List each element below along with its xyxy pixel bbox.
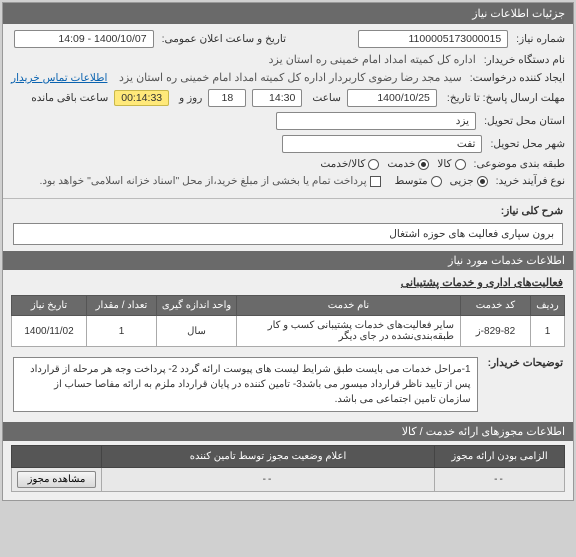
th-qty: تعداد / مقدار xyxy=(87,296,157,316)
days-value: 18 xyxy=(208,89,246,107)
radio-service-label: خدمت xyxy=(387,158,415,170)
process-label: نوع فرآیند خرید: xyxy=(492,175,565,187)
auth-table: الزامی بودن ارائه مجوز اعلام وضعیت مجوز … xyxy=(11,445,565,492)
radio-goods-label: کالا xyxy=(437,158,451,170)
buyer-org-label: نام دستگاه خریدار: xyxy=(480,54,565,66)
deadline-time: 14:30 xyxy=(252,89,302,107)
buyer-notes: 1-مراحل خدمات می بایست طبق شرایط لیست ها… xyxy=(13,357,478,412)
radio-mid[interactable]: متوسط xyxy=(395,175,442,187)
radio-mid-label: متوسط xyxy=(395,175,428,187)
radio-goods[interactable]: کالا xyxy=(437,158,465,170)
auth-th-required: الزامی بودن ارائه مجوز xyxy=(435,446,565,468)
deadline-label: مهلت ارسال پاسخ: تا تاریخ: xyxy=(443,92,565,104)
auth-action-cell: مشاهده مجوز xyxy=(12,468,102,492)
radio-both[interactable]: کالا/خدمت xyxy=(320,158,379,170)
view-permit-button[interactable]: مشاهده مجوز xyxy=(17,471,97,488)
city-label: شهر محل تحویل: xyxy=(486,138,565,150)
cell-unit: سال xyxy=(157,316,237,347)
need-no-value: 1100005173000015 xyxy=(358,30,508,48)
cell-code: 829-82-ز xyxy=(461,316,531,347)
countdown: 00:14:33 xyxy=(114,90,169,106)
city-value: تفت xyxy=(282,135,482,153)
form-area: شماره نیاز: 1100005173000015 تاریخ و ساع… xyxy=(3,24,573,198)
province-label: استان محل تحویل: xyxy=(480,115,565,127)
radio-micro-label: جزیی xyxy=(450,175,474,187)
th-row: ردیف xyxy=(531,296,565,316)
info-panel: جزئیات اطلاعات نیاز شماره نیاز: 11000051… xyxy=(2,2,574,501)
days-label: روز و xyxy=(175,92,202,104)
overview-label: شرح کلی نیاز: xyxy=(497,205,563,217)
panel-title: جزئیات اطلاعات نیاز xyxy=(3,3,573,24)
subject-cat-label: طبقه بندی موضوعی: xyxy=(470,158,565,170)
treasury-check[interactable]: پرداخت تمام یا بخشی از مبلغ خرید،از محل … xyxy=(39,175,380,187)
auth-row: -- -- مشاهده مجوز xyxy=(12,468,565,492)
process-group: جزیی متوسط xyxy=(395,175,488,187)
buyer-notes-label: توضیحات خریدار: xyxy=(484,357,563,369)
radio-both-label: کالا/خدمت xyxy=(320,158,365,170)
buyer-org-value: اداره کل کمیته امداد امام خمینی ره استان… xyxy=(269,53,476,66)
auth-th-status: اعلام وضعیت مجوز توسط تامین کننده xyxy=(102,446,435,468)
time-label-1: ساعت xyxy=(308,92,341,104)
th-date: تاریخ نیاز xyxy=(12,296,87,316)
cell-qty: 1 xyxy=(87,316,157,347)
table-row: 1 829-82-ز سایر فعالیت‌های خدمات پشتیبان… xyxy=(12,316,565,347)
services-sub: فعالیت‌های اداری و خدمات پشتیبانی xyxy=(3,270,573,291)
th-code: کد خدمت xyxy=(461,296,531,316)
cell-row: 1 xyxy=(531,316,565,347)
radio-micro[interactable]: جزیی xyxy=(450,175,488,187)
auth-th-empty xyxy=(12,446,102,468)
services-title: اطلاعات خدمات مورد نیاز xyxy=(3,251,573,270)
cell-date: 1400/11/02 xyxy=(12,316,87,347)
contact-link[interactable]: اطلاعات تماس خریدار xyxy=(11,72,107,84)
th-name: نام خدمت xyxy=(237,296,461,316)
announce-label: تاریخ و ساعت اعلان عمومی: xyxy=(158,33,286,45)
announce-value: 1400/10/07 - 14:09 xyxy=(14,30,154,48)
creator-value: سید مجد رضا رضوی کاربردار اداره کل کمیته… xyxy=(119,71,462,84)
remaining-label: ساعت باقی مانده xyxy=(27,92,108,104)
treasury-note: پرداخت تمام یا بخشی از مبلغ خرید،از محل … xyxy=(39,175,366,187)
auth-status: -- xyxy=(102,468,435,492)
need-no-label: شماره نیاز: xyxy=(512,33,565,45)
deadline-date: 1400/10/25 xyxy=(347,89,437,107)
services-table: ردیف کد خدمت نام خدمت واحد اندازه گیری ت… xyxy=(11,295,565,347)
auth-required: -- xyxy=(435,468,565,492)
auth-title: اطلاعات مجوزهای ارائه خدمت / کالا xyxy=(3,422,573,441)
th-unit: واحد اندازه گیری xyxy=(157,296,237,316)
radio-service[interactable]: خدمت xyxy=(387,158,429,170)
subject-cat-group: کالا خدمت کالا/خدمت xyxy=(320,158,465,170)
province-value: یزد xyxy=(276,112,476,130)
overview-box: برون سپاری فعالیت های حوزه اشتغال xyxy=(13,223,563,245)
cell-name: سایر فعالیت‌های خدمات پشتیبانی کسب و کار… xyxy=(237,316,461,347)
creator-label: ایجاد کننده درخواست: xyxy=(466,72,565,84)
